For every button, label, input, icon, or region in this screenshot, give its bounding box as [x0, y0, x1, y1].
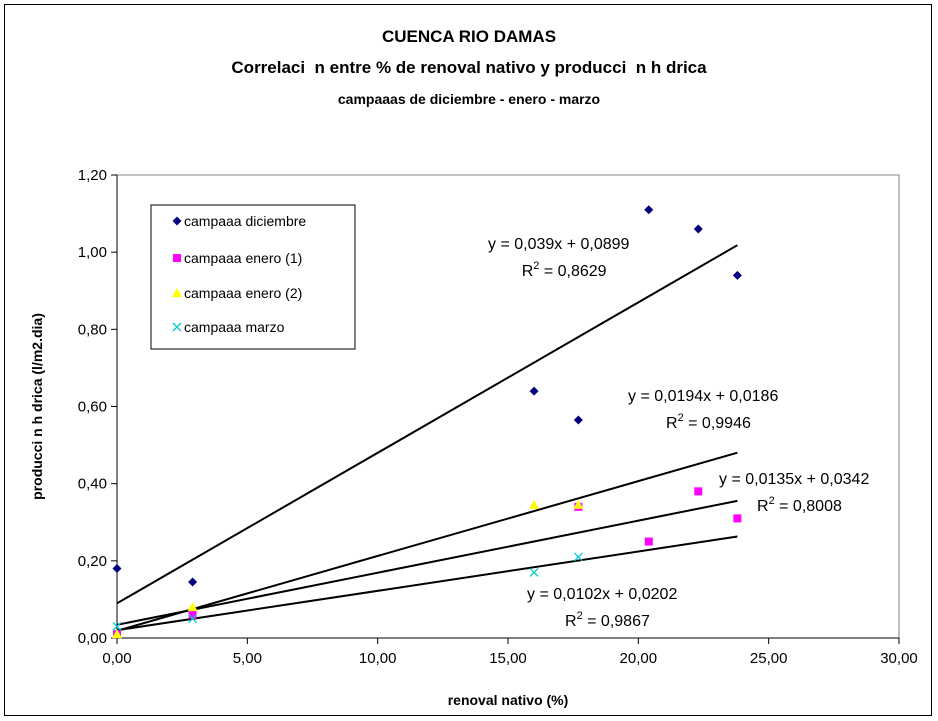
- x-marker-stroke: [172, 322, 182, 332]
- data-point-series-1: [529, 386, 539, 396]
- y-tick-label: 1,20: [78, 167, 107, 184]
- trendline-equation: y = 0,0102x + 0,0202: [527, 586, 677, 603]
- data-point-series-1: [573, 415, 583, 425]
- data-point-series-2: [733, 514, 742, 523]
- r-squared-label: R2 = 0,9946: [666, 412, 751, 432]
- data-point-series-4: [112, 621, 122, 631]
- r-squared-label: R2 = 0,9867: [565, 610, 650, 630]
- x-marker-stroke: [188, 614, 198, 624]
- trendline: [116, 499, 738, 626]
- data-point-series-4: [188, 614, 198, 624]
- legend-label: campaaa enero (1): [184, 250, 302, 266]
- data-point-series-4: [573, 552, 583, 562]
- x-tick-label: 10,00: [359, 650, 397, 667]
- chart-subtitle: Correlaci n entre % de renoval nativo y …: [231, 58, 707, 77]
- x-tick-label: 20,00: [620, 650, 658, 667]
- data-point-series-2: [188, 610, 197, 619]
- legend-label: campaaa diciembre: [184, 213, 306, 229]
- legend-label: campaaa enero (2): [184, 285, 302, 301]
- trendline-equation: y = 0,039x + 0,0899: [488, 236, 630, 253]
- data-point-series-3: [573, 499, 584, 509]
- data-point-series-1: [112, 564, 122, 574]
- legend-box: [150, 204, 356, 350]
- y-tick-label: 0,60: [78, 399, 107, 416]
- x-tick-label: 0,00: [102, 650, 131, 667]
- x-tick-label: 30,00: [880, 650, 918, 667]
- data-point-series-3: [187, 602, 198, 612]
- data-point-series-1: [188, 577, 198, 587]
- r-squared-label: R2 = 0,8008: [757, 495, 842, 515]
- legend-marker: [172, 288, 182, 297]
- y-axis-title: producci n h drica (l/m2.dia): [29, 313, 45, 500]
- data-point-series-1: [644, 205, 654, 215]
- data-point-series-2: [644, 537, 653, 546]
- data-point-series-1: [693, 224, 703, 234]
- chart-title: CUENCA RIO DAMAS: [381, 27, 557, 46]
- y-tick-label: 0,80: [78, 321, 107, 338]
- trendline: [116, 451, 738, 632]
- x-axis-title: renoval nativo (%): [448, 692, 569, 708]
- legend-marker: [172, 322, 182, 332]
- x-tick-label: 25,00: [750, 650, 788, 667]
- y-tick-label: 0,40: [78, 476, 107, 493]
- data-point-series-2: [694, 487, 703, 496]
- x-tick-label: 15,00: [489, 650, 527, 667]
- trendline: [116, 244, 738, 605]
- y-tick-label: 1,00: [78, 244, 107, 261]
- trendline-equation: y = 0,0135x + 0,0342: [719, 471, 869, 488]
- x-tick-label: 5,00: [233, 650, 262, 667]
- x-marker-stroke: [529, 567, 539, 577]
- x-marker-stroke: [112, 621, 122, 631]
- x-marker-stroke: [573, 552, 583, 562]
- y-tick-label: 0,00: [78, 630, 107, 647]
- trendline: [116, 535, 738, 632]
- data-point-series-1: [732, 270, 742, 280]
- data-point-series-4: [529, 567, 539, 577]
- data-point-series-3: [529, 499, 540, 509]
- legend-marker: [173, 254, 181, 262]
- y-tick-label: 0,20: [78, 553, 107, 570]
- trendline-equation: y = 0,0194x + 0,0186: [628, 388, 778, 405]
- chart-subtitle-2: campaaas de diciembre - enero - marzo: [337, 91, 601, 107]
- r-squared-label: R2 = 0,8629: [522, 260, 607, 280]
- data-point-series-3: [112, 629, 122, 639]
- legend-marker: [172, 216, 182, 226]
- legend-label: campaaa marzo: [184, 319, 285, 335]
